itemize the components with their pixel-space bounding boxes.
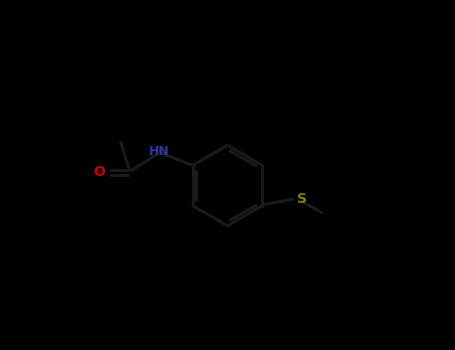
Text: HN: HN xyxy=(149,145,170,158)
Text: O: O xyxy=(93,165,105,179)
Text: S: S xyxy=(298,192,308,206)
